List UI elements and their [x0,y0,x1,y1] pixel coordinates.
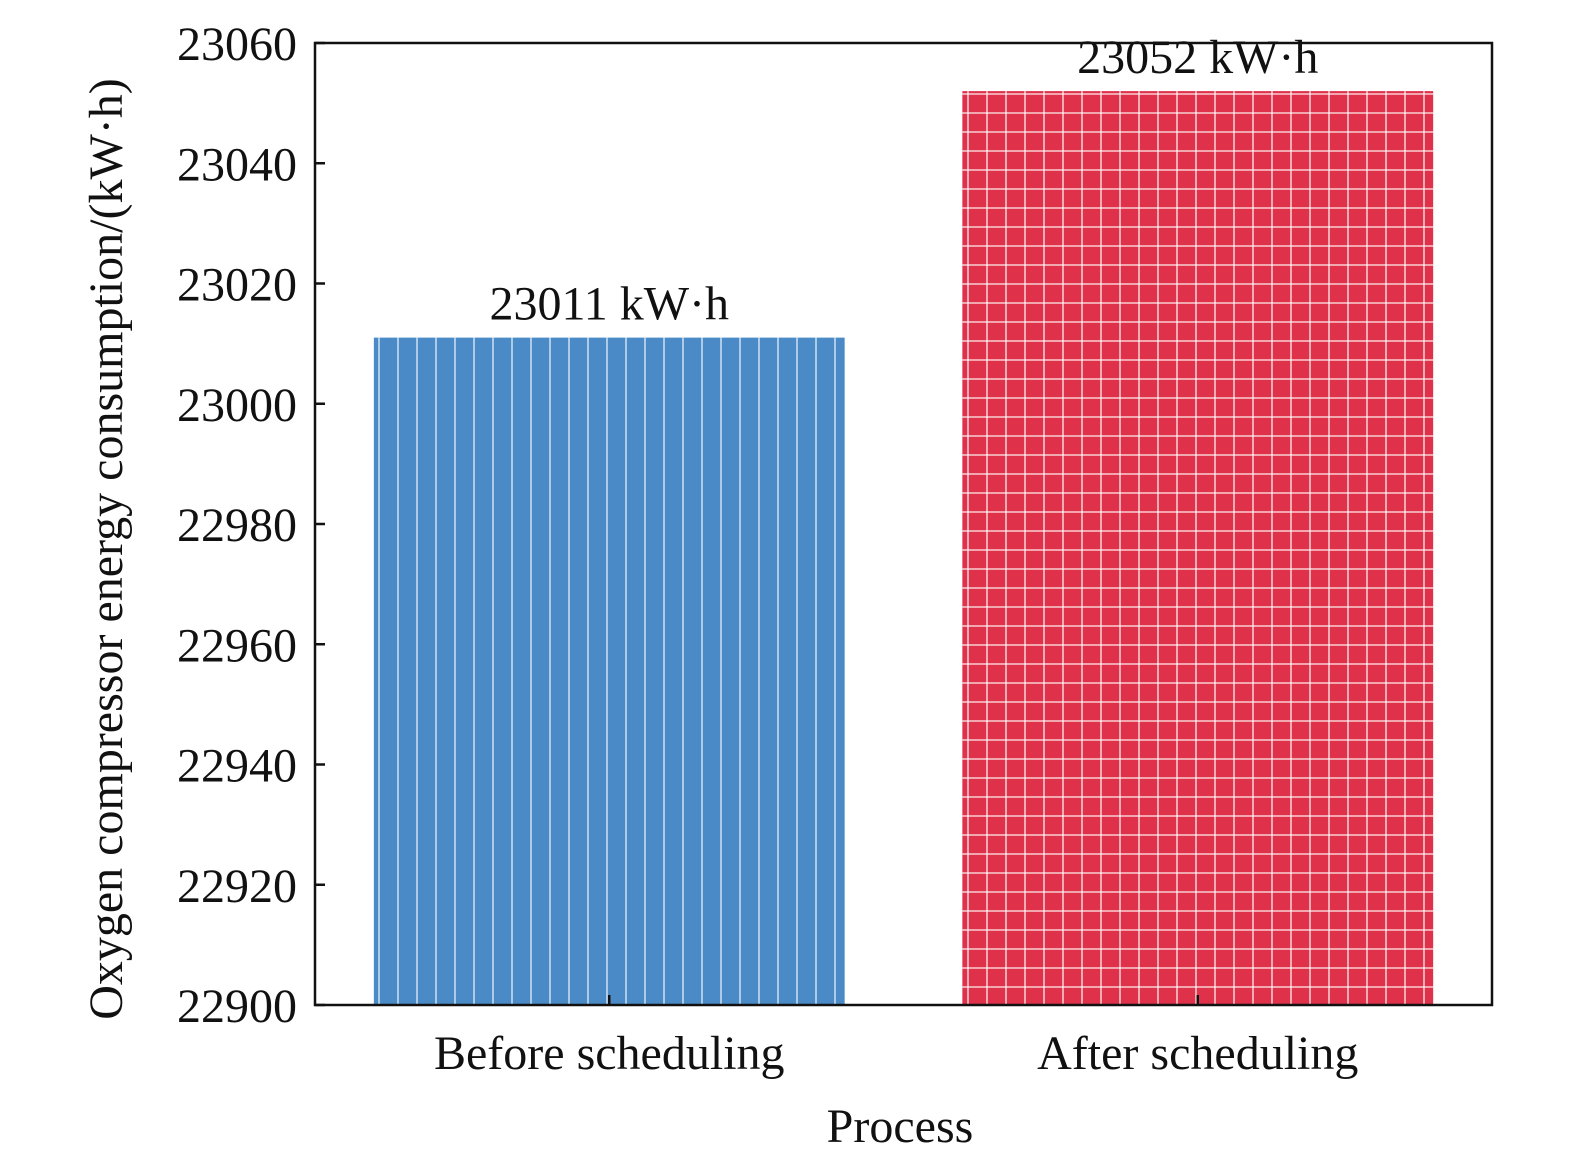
x-axis-ticks: Before scheduling After scheduling [434,995,1358,1080]
x-tick-label: Before scheduling [434,1027,785,1080]
x-tick-label: After scheduling [1037,1027,1358,1080]
bar-2-pattern [962,91,1434,1006]
y-axis-ticks: 22900 22920 22940 22960 22980 23000 23020 23040… [177,18,325,1033]
y-tick-label: 22960 [177,619,297,672]
bar-1-data-label: 23011 kW·h [489,278,729,331]
y-tick-label: 22920 [177,860,297,913]
y-tick-label: 23000 [177,379,297,432]
data-labels-group: 23011 kW·h 23052 kW·h [489,31,1318,331]
bar-1-pattern [373,337,845,1005]
bars-group [373,91,1434,1006]
bar-2-data-label: 23052 kW·h [1077,31,1318,84]
y-tick-label: 22900 [177,980,297,1033]
y-tick-label: 22980 [177,499,297,552]
y-tick-label: 23040 [177,138,297,191]
y-tick-label: 23060 [177,18,297,71]
y-tick-label: 23020 [177,259,297,312]
y-tick-label: 22940 [177,740,297,793]
y-axis-label: Oxygen compressor energy consumption/(kW… [80,78,133,1020]
x-axis-label: Process [827,1100,974,1153]
